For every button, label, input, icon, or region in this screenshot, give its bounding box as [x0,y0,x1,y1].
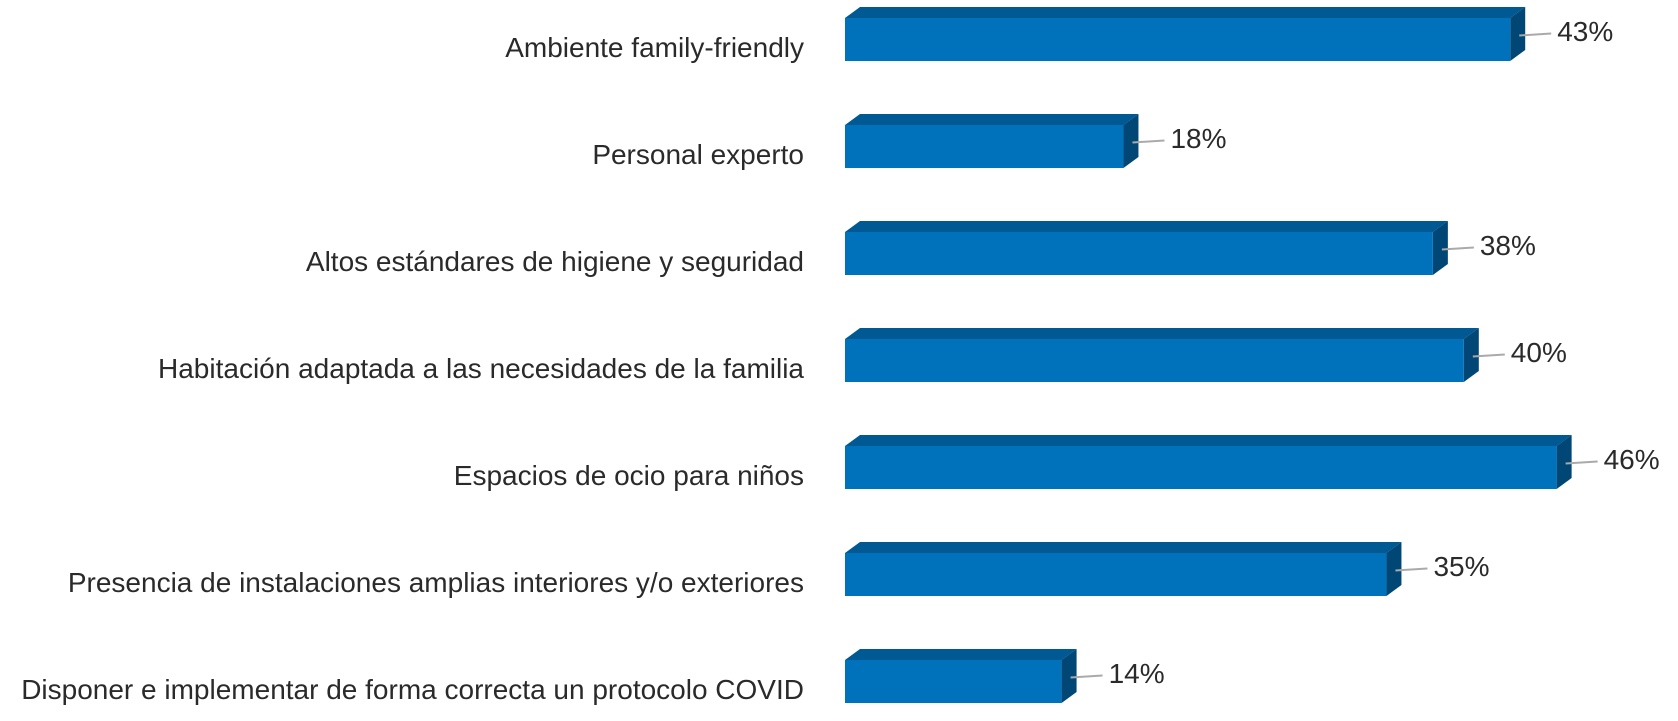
value-label: 46% [1604,444,1660,475]
bar-top [845,221,1448,232]
category-label: Altos estándares de higiene y seguridad [305,245,804,277]
bar [845,446,1557,489]
bar-top [845,542,1402,553]
category-label: Personal experto [592,138,804,170]
bar-top [845,114,1139,125]
leader-line [1565,460,1598,465]
value-label: 43% [1557,16,1613,47]
category-label: Presencia de instalaciones amplias inter… [67,566,804,598]
category-label: Espacios de ocio para niños [453,459,804,491]
value-label: 35% [1433,551,1489,582]
bar-side [1432,221,1448,275]
bar-side [1386,542,1402,596]
category-label: Disponer e implementar de forma correcta… [21,673,804,705]
bar [845,660,1062,703]
bar-top [845,649,1077,660]
bar-top [845,328,1479,339]
bar [845,339,1464,382]
value-label: 38% [1480,230,1536,261]
bar [845,18,1511,61]
leader-line [1395,567,1428,572]
leader-line [1070,674,1103,679]
leader-line [1132,139,1165,144]
bar [845,553,1387,596]
category-label: Ambiente family-friendly [505,31,804,63]
bar [845,232,1433,275]
leader-line [1441,246,1474,251]
category-label: Habitación adaptada a las necesidades de… [158,352,804,384]
bar [845,125,1124,168]
bar-top [845,7,1526,18]
bar-side [1061,649,1077,703]
bar-side [1510,7,1526,61]
bar-side [1123,114,1139,168]
leader-line [1472,353,1505,358]
bar-side [1556,435,1572,489]
value-label: 14% [1109,658,1165,689]
value-label: 18% [1170,123,1226,154]
leader-line [1519,32,1552,37]
bar-side [1463,328,1479,382]
value-label: 40% [1511,337,1567,368]
bar-top [845,435,1572,446]
